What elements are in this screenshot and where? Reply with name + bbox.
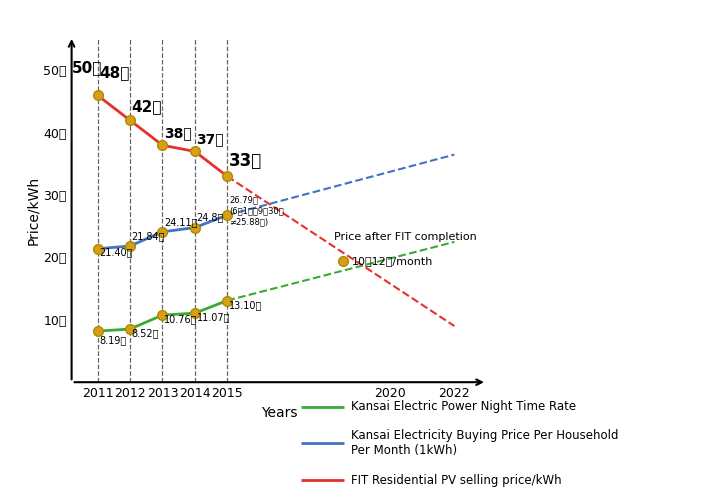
- Text: 26.79円
(6月1日～9月30日
≠25.88円): 26.79円 (6月1日～9月30日 ≠25.88円): [229, 195, 284, 226]
- Text: Price after FIT completion: Price after FIT completion: [334, 232, 477, 242]
- Text: 8.52円: 8.52円: [132, 329, 159, 339]
- Text: 21.84円: 21.84円: [132, 231, 165, 241]
- Y-axis label: Price/kWh: Price/kWh: [26, 176, 41, 245]
- Text: Kansai Electric Power Night Time Rate: Kansai Electric Power Night Time Rate: [351, 400, 576, 413]
- Text: 50円: 50円: [72, 60, 102, 75]
- Text: 11.07円: 11.07円: [196, 312, 230, 322]
- X-axis label: Years: Years: [261, 406, 297, 419]
- Text: Kansai Electricity Buying Price Per Household
Per Month (1kWh): Kansai Electricity Buying Price Per Hous…: [351, 429, 619, 458]
- Text: 21.40円: 21.40円: [100, 247, 132, 257]
- Text: 13.10円: 13.10円: [229, 300, 262, 311]
- Text: 42円: 42円: [132, 99, 162, 114]
- Text: 38円: 38円: [164, 126, 192, 140]
- Text: 24.8円: 24.8円: [196, 213, 224, 222]
- Text: 24.11円: 24.11円: [164, 217, 198, 227]
- Text: 10.76円: 10.76円: [164, 314, 198, 324]
- Text: 48円: 48円: [100, 65, 130, 80]
- Text: 37円: 37円: [196, 132, 224, 147]
- Text: 33円: 33円: [229, 152, 262, 170]
- Text: 8.19円: 8.19円: [100, 335, 127, 345]
- Text: FIT Residential PV selling price/kWh: FIT Residential PV selling price/kWh: [351, 474, 561, 487]
- Text: 10～12円/month: 10～12円/month: [352, 256, 434, 266]
